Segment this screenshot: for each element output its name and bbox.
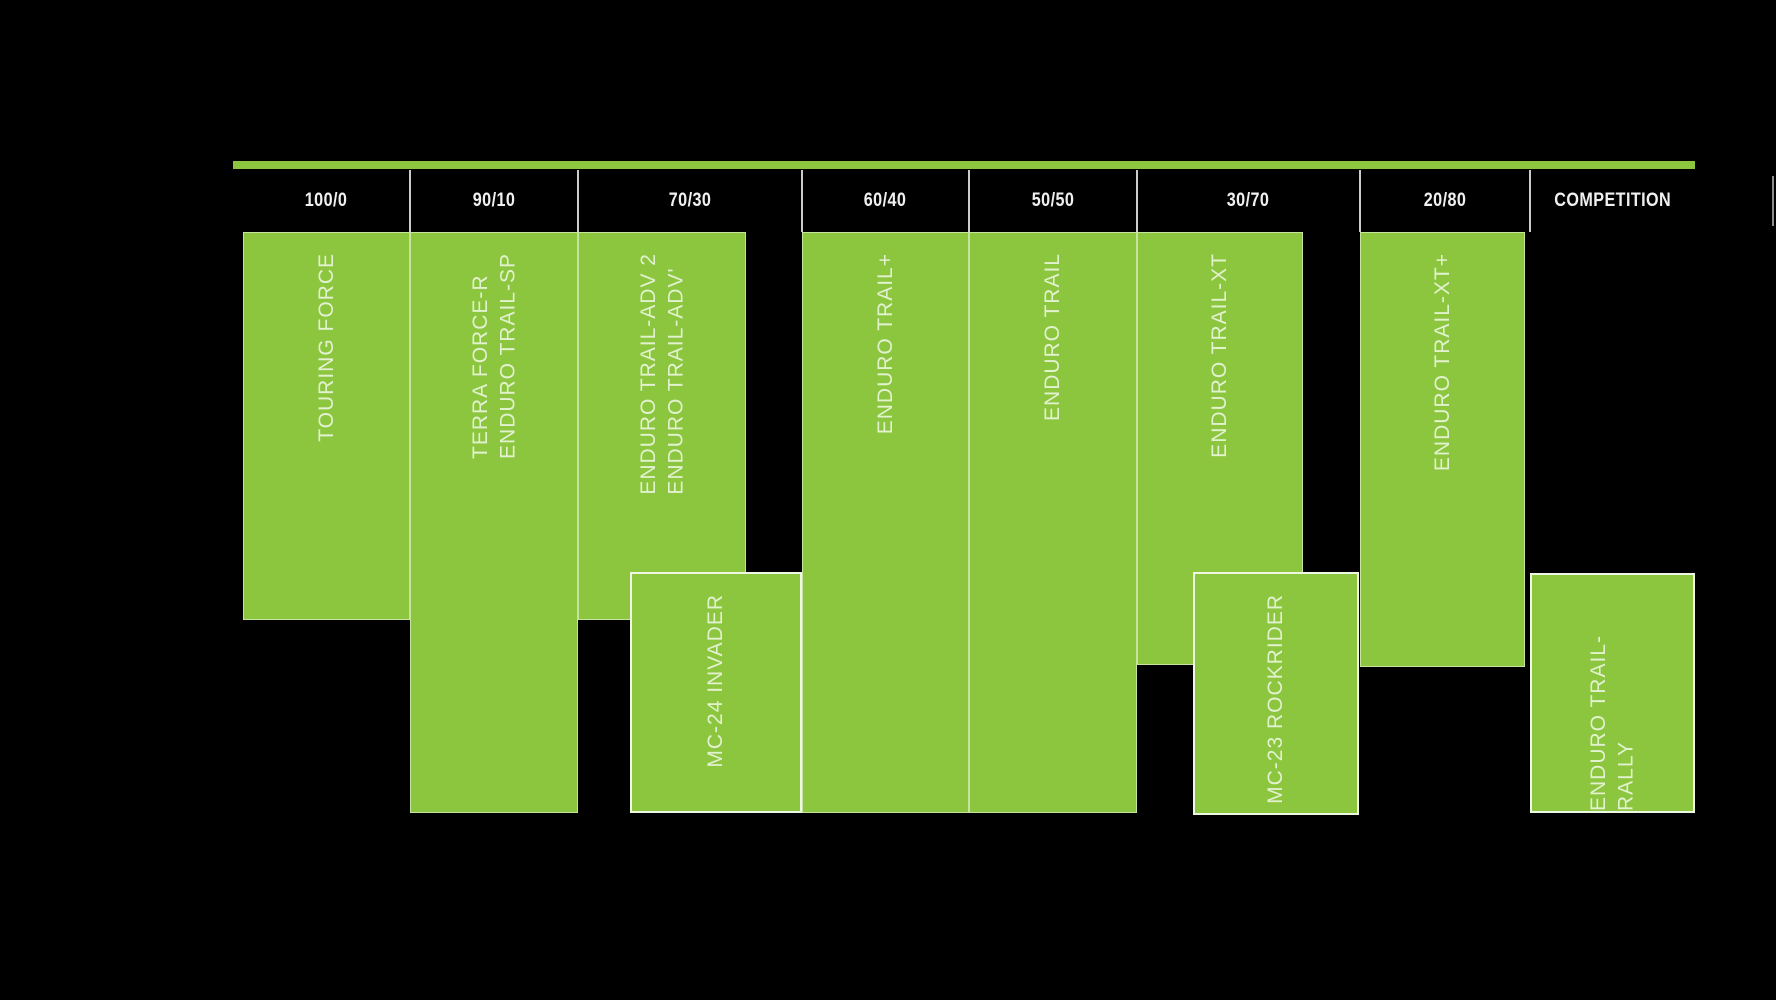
bar-touring-force: TOURING FORCE [243,232,410,620]
header-label: 30/70 [1227,190,1270,211]
header-column-50-50: 50/50 [969,170,1137,232]
header-column-30-70: 30/70 [1137,170,1360,232]
header-label: 90/10 [472,190,516,211]
bar-label: ENDURO TRAIL [1041,253,1065,421]
bar-enduro-trail-adv: ENDURO TRAIL-ADV 2 ENDURO TRAIL-ADV' [578,232,746,620]
header-separator [1136,170,1138,232]
bar-label: ENDURO TRAIL-RALLY [1587,635,1638,811]
bar-mc-24-invader: MC-24 INVADER [630,572,802,813]
header-label: 50/50 [1031,190,1075,211]
header-column-60-40: 60/40 [802,170,969,232]
header-column-100-0: 100/0 [243,170,410,232]
header-column-90-10: 90/10 [410,170,578,232]
bar-label: ENDURO TRAIL-XT [1208,253,1232,458]
bar-label: TERRA FORCE-R ENDURO TRAIL-SP [468,253,519,459]
bar-terra-force-r: TERRA FORCE-R ENDURO TRAIL-SP [410,232,578,813]
bar-enduro-trail: ENDURO TRAIL [969,232,1137,813]
bar-label: MC-24 INVADER [704,594,728,768]
header-separator [801,170,803,232]
bar-enduro-trail-rally: ENDURO TRAIL-RALLY [1530,573,1695,813]
header-separator [1529,170,1531,232]
header-separator [577,170,579,232]
header-label: 20/80 [1423,190,1467,211]
header-column-70-30: 70/30 [578,170,802,232]
header-column-20-80: 20/80 [1360,170,1530,232]
bar-label: ENDURO TRAIL-ADV 2 ENDURO TRAIL-ADV' [636,253,687,495]
bar-label: ENDURO TRAIL-XT+ [1430,253,1454,472]
header-column-competition: COMPETITION [1530,170,1695,232]
bar-enduro-trail-plus: ENDURO TRAIL+ [802,232,969,813]
header-separator [968,170,970,232]
header-label: 70/30 [668,190,712,211]
top-green-rule [233,161,1695,169]
header-separator [409,170,411,232]
header-separator [1359,170,1361,232]
header-label: COMPETITION [1554,190,1671,211]
bar-mc-23-rockrider: MC-23 ROCKRIDER [1193,572,1359,815]
bar-label: TOURING FORCE [314,253,338,442]
header-label: 60/40 [864,190,907,211]
cropped-separator-fragment [1772,176,1774,226]
bar-enduro-trail-xt-plus: ENDURO TRAIL-XT+ [1360,232,1525,667]
bar-label: ENDURO TRAIL+ [873,253,897,435]
header-label: 100/0 [305,190,348,211]
bar-label: MC-23 ROCKRIDER [1264,594,1288,804]
